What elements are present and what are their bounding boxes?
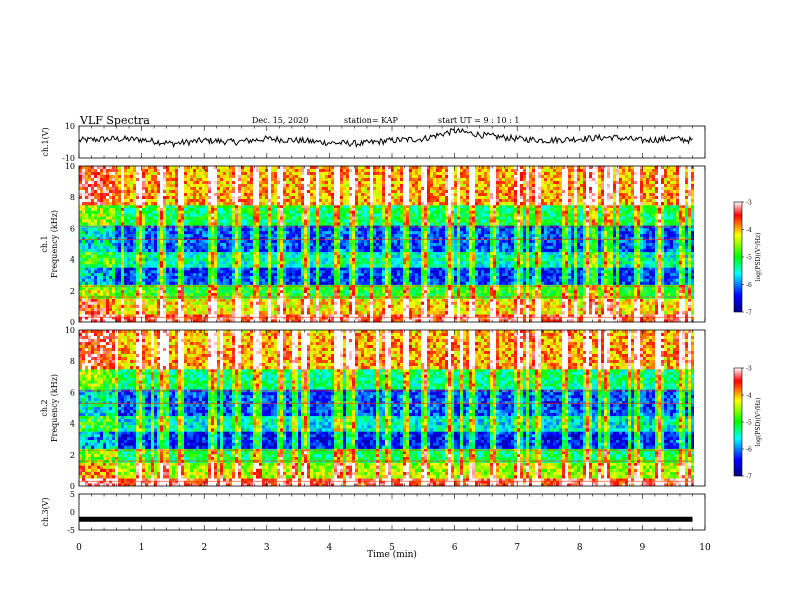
ch1-waveform-ylabel: ch.1(V) [41,127,50,156]
ch3-waveform-ytick-2: -5 [67,526,75,535]
xtick-8: 8 [577,543,583,553]
ch2-spectrogram-image [79,330,694,487]
xtick-0: 0 [76,543,82,553]
ch1-spectrogram-ylabel-freq: Frequency (kHz) [50,210,59,278]
ch1-spectrogram-colorbar-tick-3: -6 [746,282,752,289]
xtick-7: 7 [514,543,520,553]
ch2-spectrogram-ylabel-channel: ch.2 [40,399,49,416]
header-start-time: start UT = 9 : 10 : 1 [438,116,519,125]
xtick-2: 2 [201,543,207,553]
ch1-spectrogram-colorbar-label: log(PSD)(V²/Hz) [755,233,762,282]
ch2-spectrogram-colorbar-tick-0: -3 [746,366,752,373]
ch1-spectrogram-ylabel-channel: ch.1 [40,235,49,252]
xtick-6: 6 [452,543,458,553]
ch2-spectrogram-ytick-4: 8 [70,357,75,366]
ch3-waveform-ytick-0: 5 [70,490,75,499]
ch2-spectrogram-colorbar-tick-4: -7 [746,474,752,481]
ch1-spectrogram-ytick-4: 8 [70,193,75,202]
ch1-waveform-ytick-0: 10 [65,122,75,131]
ch1-spectrogram-colorbar-tick-1: -4 [746,227,752,234]
ch3-waveform-ytick-1: 0 [70,508,75,517]
ch2-spectrogram-ytick-1: 2 [70,451,75,460]
ch2-spectrogram-colorbar-tick-2: -5 [746,420,752,427]
header-station: station= KAP [344,116,398,125]
header-date: Dec. 15, 2020 [252,116,308,125]
ch1-waveform-trace [78,127,693,149]
xtick-5: 5 [389,543,395,553]
xtick-9: 9 [640,543,646,553]
ch2-spectrogram-ylabel-freq: Frequency (kHz) [50,374,59,442]
ch1-spectrogram-colorbar-tick-4: -7 [746,310,752,317]
ch1-spectrogram-ytick-1: 2 [70,287,75,296]
ch1-spectrogram-ytick-5: 10 [65,162,75,171]
ch2-spectrogram-colorbar-label: log(PSD)(V²/Hz) [755,398,762,447]
ch1-waveform-ytick-1: -10 [62,154,75,163]
ch1-spectrogram-ytick-3: 6 [70,224,75,233]
ch2-spectrogram-ytick-2: 4 [70,420,75,429]
ch1-spectrogram-colorbar-tick-0: -3 [746,200,752,207]
xtick-10: 10 [699,543,711,553]
xtick-1: 1 [139,543,145,553]
header-title: VLF Spectra [80,114,150,127]
xtick-3: 3 [264,543,270,553]
ch1-spectrogram-colorbar [733,201,743,313]
xaxis-label: Time (min) [367,549,417,560]
ch1-spectrogram-ytick-2: 4 [70,256,75,265]
ch3-waveform-ylabel: ch.3(V) [41,497,50,526]
ch1-spectrogram-image [79,166,694,323]
ch2-spectrogram-colorbar-tick-3: -6 [746,447,752,454]
ch1-spectrogram-ytick-0: 0 [70,318,75,327]
ch2-spectrogram-ytick-5: 10 [65,326,75,335]
ch2-spectrogram-ytick-0: 0 [70,482,75,491]
ch2-spectrogram-colorbar [733,367,743,477]
ch2-spectrogram-ytick-3: 6 [70,388,75,397]
ch3-waveform-frame [78,493,706,531]
ch2-spectrogram-colorbar-tick-1: -4 [746,393,752,400]
ch1-spectrogram-colorbar-tick-2: -5 [746,255,752,262]
xtick-4: 4 [327,543,333,553]
